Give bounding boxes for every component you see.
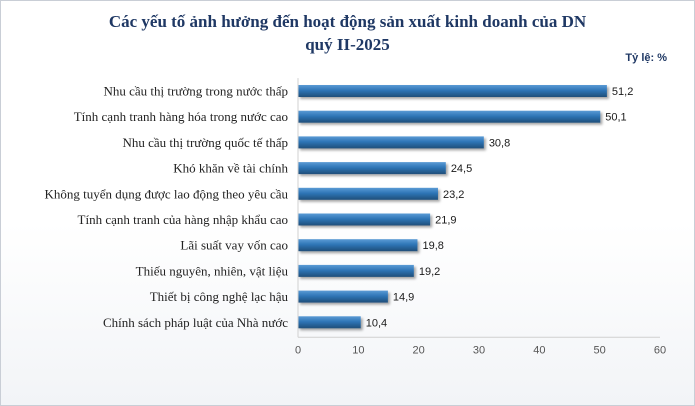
bar-10 xyxy=(298,316,361,329)
chart-title-line-1: Các yếu tố ảnh hưởng đến hoạt động sản x… xyxy=(108,12,587,31)
x-tick-label-30: 30 xyxy=(473,344,485,356)
value-label-1: 51,2 xyxy=(612,86,633,98)
value-label-7: 19,8 xyxy=(422,240,443,252)
bar-7 xyxy=(298,239,418,252)
bar-2 xyxy=(298,110,601,123)
category-label-5: Không tuyển dụng được lao động theo yêu … xyxy=(44,186,288,201)
bar-9 xyxy=(298,290,388,303)
category-label-3: Nhu cầu thị trường quốc tế thấp xyxy=(122,135,288,150)
category-label-10: Chính sách pháp luật của Nhà nước xyxy=(103,315,288,330)
x-tick-label-40: 40 xyxy=(533,344,545,356)
value-label-10: 10,4 xyxy=(366,317,387,329)
value-label-6: 21,9 xyxy=(435,215,456,227)
x-tick-label-50: 50 xyxy=(594,344,606,356)
x-tick-label-0: 0 xyxy=(295,344,301,356)
x-tick-label-10: 10 xyxy=(352,344,364,356)
value-label-8: 19,2 xyxy=(419,266,440,278)
value-label-4: 24,5 xyxy=(451,163,472,175)
bar-1 xyxy=(298,85,607,97)
value-label-3: 30,8 xyxy=(489,137,510,149)
category-label-4: Khó khăn về tài chính xyxy=(173,161,288,176)
value-label-2: 50,1 xyxy=(605,112,626,124)
bar-3 xyxy=(298,136,484,149)
category-label-8: Thiếu nguyên, nhiên, vật liệu xyxy=(136,263,289,278)
category-label-9: Thiết bị công nghệ lạc hậu xyxy=(150,289,289,304)
bar-6 xyxy=(298,213,431,226)
x-tick-label-20: 20 xyxy=(413,344,425,356)
bars-group xyxy=(298,85,607,329)
x-tick-label-60: 60 xyxy=(654,344,666,356)
chart-title-line-2: quý II-2025 xyxy=(305,35,390,54)
bar-5 xyxy=(298,187,438,200)
value-label-9: 14,9 xyxy=(393,292,414,304)
x-axis: 0 10 20 30 40 50 60 xyxy=(295,78,666,356)
category-label-7: Lãi suất vay vốn cao xyxy=(180,238,288,253)
bar-8 xyxy=(298,264,414,277)
category-label-1: Nhu cầu thị trường trong nước thấp xyxy=(103,84,288,99)
labels-group: Nhu cầu thị trường trong nước thấp 51,2 Tí… xyxy=(44,84,633,330)
category-label-6: Tính cạnh tranh của hàng nhập khẩu cao xyxy=(78,212,288,227)
value-label-5: 23,2 xyxy=(443,189,464,201)
category-label-2: Tính cạnh tranh hàng hóa trong nước cao xyxy=(74,109,288,124)
bar-4 xyxy=(298,162,446,175)
unit-label: Tỷ lệ: % xyxy=(625,52,667,64)
